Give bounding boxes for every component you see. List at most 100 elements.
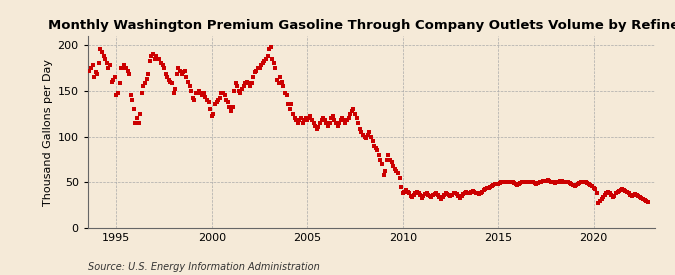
Point: [249, 70, 260, 75]
Point: [140, 81, 151, 86]
Point: [625, 193, 636, 197]
Point: [121, 66, 132, 70]
Point: [536, 179, 547, 184]
Point: [502, 180, 513, 185]
Point: [237, 87, 248, 91]
Point: [362, 133, 373, 137]
Point: [537, 178, 548, 183]
Point: [596, 197, 607, 201]
Point: [547, 180, 558, 185]
Point: [375, 157, 386, 162]
Point: [180, 68, 190, 73]
Point: [528, 180, 539, 185]
Point: [198, 90, 209, 95]
Point: [115, 66, 126, 70]
Point: [641, 199, 651, 203]
Point: [135, 111, 146, 116]
Point: [616, 188, 626, 192]
Point: [337, 116, 348, 120]
Point: [550, 181, 561, 186]
Point: [452, 192, 462, 197]
Point: [151, 54, 161, 58]
Point: [526, 180, 537, 185]
Point: [364, 130, 375, 134]
Point: [433, 193, 443, 197]
Point: [279, 90, 290, 95]
Point: [153, 56, 163, 61]
Point: [138, 84, 149, 88]
Point: [111, 93, 122, 98]
Point: [262, 54, 273, 58]
Point: [149, 56, 160, 61]
Point: [522, 180, 533, 185]
Point: [383, 153, 394, 157]
Point: [539, 178, 549, 183]
Point: [520, 180, 531, 185]
Point: [213, 98, 223, 102]
Point: [208, 111, 219, 116]
Point: [257, 61, 268, 65]
Point: [412, 189, 423, 194]
Point: [168, 90, 179, 95]
Point: [440, 191, 451, 196]
Point: [380, 169, 391, 174]
Title: Monthly Washington Premium Gasoline Through Company Outlets Volume by Refiners: Monthly Washington Premium Gasoline Thro…: [49, 19, 675, 32]
Point: [159, 66, 169, 70]
Point: [335, 118, 346, 122]
Point: [423, 193, 433, 197]
Point: [275, 75, 286, 79]
Point: [173, 66, 184, 70]
Point: [483, 186, 494, 190]
Point: [184, 84, 195, 88]
Point: [467, 188, 478, 193]
Point: [497, 179, 508, 184]
Point: [194, 89, 205, 93]
Point: [324, 121, 335, 125]
Point: [297, 121, 308, 125]
Point: [189, 98, 200, 102]
Point: [636, 196, 647, 200]
Point: [571, 183, 582, 187]
Point: [92, 72, 103, 76]
Point: [269, 61, 279, 65]
Point: [162, 75, 173, 79]
Point: [389, 166, 400, 171]
Point: [427, 193, 438, 197]
Point: [580, 180, 591, 185]
Point: [127, 98, 138, 102]
Point: [215, 96, 225, 100]
Point: [482, 186, 493, 190]
Point: [632, 194, 643, 198]
Point: [230, 81, 241, 86]
Point: [354, 127, 365, 131]
Point: [195, 90, 206, 95]
Point: [529, 181, 540, 186]
Point: [344, 116, 354, 120]
Point: [300, 116, 311, 120]
Point: [587, 184, 597, 188]
Point: [323, 123, 333, 128]
Point: [346, 109, 357, 113]
Point: [523, 180, 534, 185]
Point: [178, 70, 188, 75]
Point: [499, 180, 510, 185]
Point: [623, 191, 634, 196]
Point: [429, 192, 440, 197]
Point: [447, 193, 458, 197]
Point: [396, 185, 406, 189]
Point: [302, 118, 313, 122]
Point: [163, 78, 174, 82]
Point: [618, 188, 629, 192]
Point: [306, 118, 317, 122]
Point: [479, 188, 489, 192]
Point: [176, 72, 187, 76]
Point: [626, 194, 637, 198]
Point: [574, 181, 585, 186]
Point: [171, 72, 182, 76]
Point: [469, 189, 480, 194]
Point: [372, 148, 383, 153]
Point: [299, 118, 310, 122]
Point: [533, 181, 543, 186]
Point: [133, 121, 144, 125]
Point: [186, 89, 196, 93]
